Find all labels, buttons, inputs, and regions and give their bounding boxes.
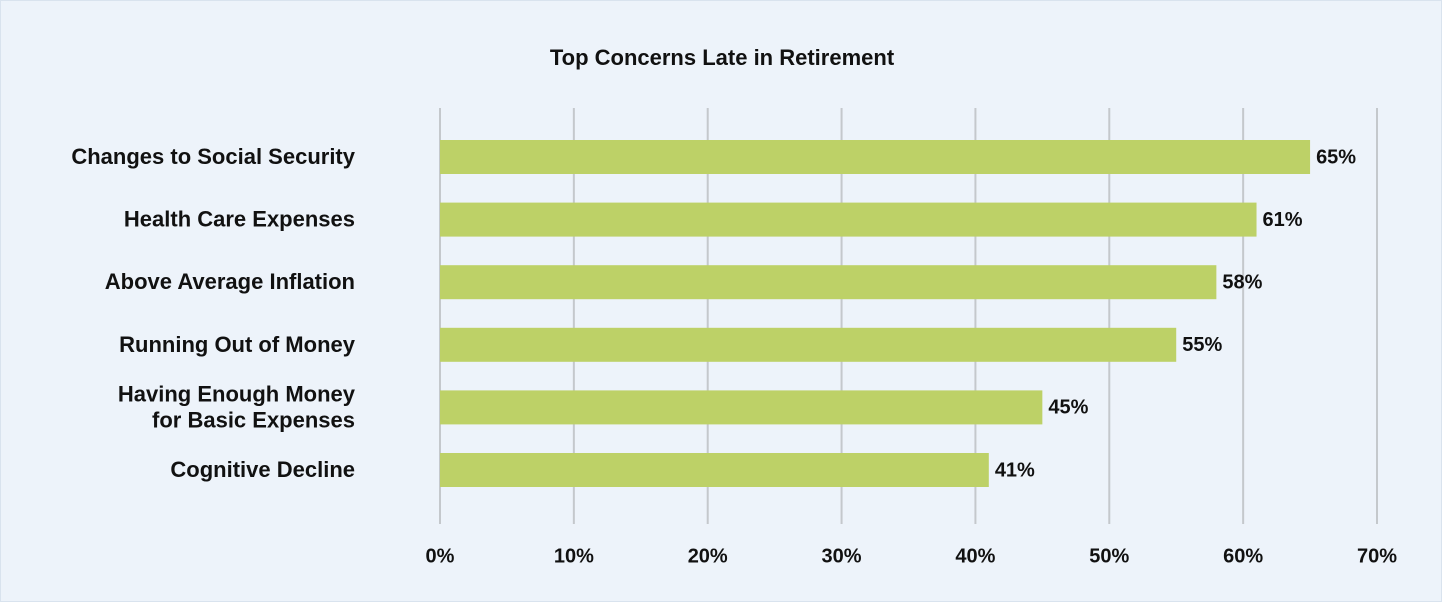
bar-value-label: 55%: [1182, 334, 1222, 356]
bar: [440, 453, 989, 487]
grid-lines: [439, 108, 1378, 524]
x-tick-label: 20%: [688, 545, 728, 567]
category-label: Having Enough Money for Basic Expenses: [118, 381, 356, 432]
bar: [440, 327, 1177, 362]
category-label: Cognitive Decline: [170, 457, 355, 482]
bar: [440, 390, 1043, 425]
x-tick-label: 30%: [822, 545, 862, 567]
x-tick-label: 10%: [554, 545, 594, 567]
bar-value-label: 41%: [995, 459, 1035, 481]
bar-value-label: 58%: [1222, 271, 1262, 293]
category-label: Running Out of Money: [119, 332, 356, 357]
x-tick-label: 0%: [426, 545, 455, 567]
bar: [440, 202, 1257, 237]
x-tick-label: 60%: [1223, 545, 1263, 567]
category-label: Above Average Inflation: [105, 269, 355, 294]
x-tick-label: 40%: [955, 545, 995, 567]
category-label: Health Care Expenses: [124, 206, 355, 231]
bar-value-label: 65%: [1316, 146, 1356, 168]
x-tick-label: 70%: [1357, 545, 1397, 567]
bars: [440, 140, 1311, 487]
bar-value-label: 61%: [1263, 209, 1303, 231]
bar-value-label: 45%: [1048, 397, 1088, 419]
bar: [440, 265, 1217, 300]
bar: [440, 140, 1311, 174]
x-tick-label: 50%: [1089, 545, 1129, 567]
chart-title: Top Concerns Late in Retirement: [549, 45, 895, 70]
labels: 0% 10% 20% 30% 40% 50% 60% 70% 65% Changes to Soc…: [71, 144, 1397, 567]
category-label: Changes to Social Security: [71, 144, 355, 169]
